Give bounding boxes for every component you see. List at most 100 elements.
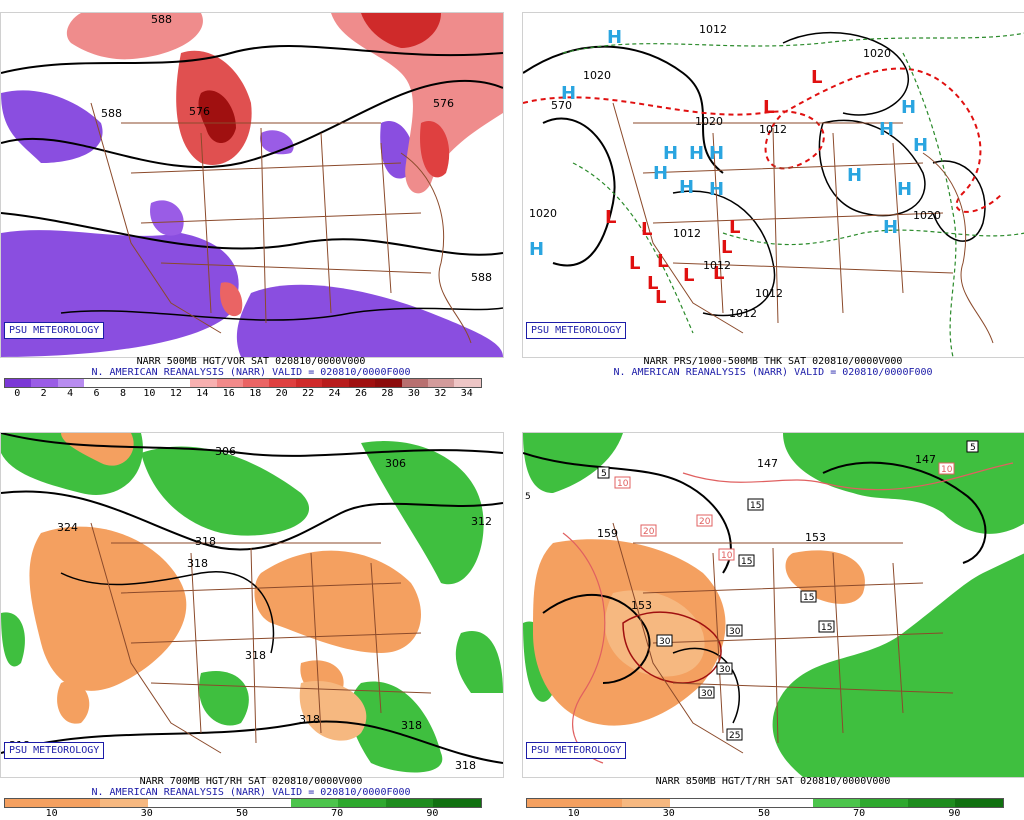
- contour-label: 1012: [703, 259, 731, 272]
- high-pressure-marker: H: [561, 83, 576, 104]
- colorbar-tick-label: 14: [196, 388, 209, 399]
- contour-label: 324: [57, 521, 78, 534]
- panel-700mb-humidity: 306 306 324 312 318 318 318 318 318 318 …: [0, 420, 504, 819]
- colorbar-tick-label: 8: [119, 388, 127, 399]
- svg-text:15: 15: [741, 557, 752, 567]
- high-pressure-marker: H: [901, 97, 916, 118]
- caption-line1: NARR 700MB HGT/RH SAT 020810/0000V000: [139, 776, 363, 787]
- caption-line1: NARR PRS/1000-500MB THK SAT 020810/0000V…: [643, 356, 903, 367]
- low-pressure-marker: L: [657, 251, 668, 272]
- contour-label: 318: [455, 759, 476, 772]
- colorbar-tick-label: 30: [407, 388, 420, 399]
- colorbar-tick-label: 10: [567, 808, 580, 819]
- svg-text:5: 5: [525, 492, 531, 502]
- colorbar-swatch: [163, 379, 191, 387]
- contour-label: 588: [151, 13, 172, 26]
- svg-text:5: 5: [970, 443, 976, 453]
- colorbar-swatch: [52, 799, 101, 807]
- colorbar-labels: 0 2 4 6 8 10 12 14 16 18 20 22 24 26 28 30 32 34: [4, 388, 480, 400]
- contour-label: 312: [471, 515, 492, 528]
- colorbar-swatch: [669, 799, 718, 807]
- high-pressure-marker: H: [709, 179, 724, 200]
- contour-label: 1020: [695, 115, 723, 128]
- colorbar-swatch: [147, 799, 196, 807]
- colorbar-swatch: [428, 379, 455, 387]
- colorbar-tick-label: 50: [757, 808, 771, 819]
- contour-label: 147: [915, 453, 936, 466]
- credit-label: PSU METEOROLOGY: [4, 322, 105, 339]
- colorbar: [4, 378, 482, 388]
- low-pressure-marker: L: [811, 67, 822, 88]
- colorbar-swatch: [338, 799, 386, 807]
- contour-label: 306: [215, 445, 236, 458]
- panel-surface-pressure: H H H H H H H H H H H H H H H L L L L L …: [522, 0, 1024, 389]
- caption-line1: NARR 500MB HGT/VOR SAT 020810/0000V000: [136, 356, 366, 367]
- colorbar-swatch: [375, 379, 402, 387]
- svg-text:15: 15: [750, 501, 761, 511]
- high-pressure-marker: H: [653, 163, 668, 184]
- high-pressure-marker: H: [913, 135, 928, 156]
- colorbar-swatch: [812, 799, 861, 807]
- colorbar-swatch: [401, 379, 428, 387]
- colorbar-tick-label: 6: [93, 388, 100, 399]
- credit-label: PSU METEOROLOGY: [526, 322, 627, 339]
- high-pressure-marker: H: [879, 119, 894, 140]
- colorbar-swatch: [269, 379, 296, 387]
- low-pressure-marker: L: [647, 273, 658, 294]
- high-pressure-marker: H: [897, 179, 912, 200]
- colorbar-swatch: [100, 799, 148, 807]
- colorbar-labels: 10 30 50 70 90: [4, 808, 480, 820]
- high-pressure-marker: H: [847, 165, 862, 186]
- contour-label: 318: [187, 557, 208, 570]
- svg-text:15: 15: [803, 593, 814, 603]
- contour-label: 588: [471, 271, 492, 284]
- colorbar-swatch: [764, 799, 813, 807]
- colorbar-tick-label: 34: [460, 388, 473, 399]
- contour-label: 318: [245, 649, 266, 662]
- map-500mb: 588 576 588 576 588: [0, 12, 504, 358]
- colorbar-tick-label: 30: [140, 808, 153, 819]
- contour-label: 306: [385, 457, 406, 470]
- colorbar-swatch: [907, 799, 956, 807]
- low-pressure-marker: L: [655, 287, 666, 308]
- colorbar-tick-label: 90: [948, 808, 961, 819]
- colorbar-labels: 10 30 50 70 90: [526, 808, 1002, 820]
- colorbar-tick-label: 0: [14, 388, 21, 399]
- svg-text:20: 20: [699, 517, 711, 527]
- colorbar-swatch: [84, 379, 111, 387]
- colorbar-swatch: [110, 379, 138, 387]
- map-850mb: 147 147 159 153 153 5 10 20 15 15 15 15 …: [522, 432, 1024, 778]
- high-pressure-marker: H: [679, 177, 694, 198]
- colorbar-swatch: [295, 379, 323, 387]
- contour-label: 318: [401, 719, 422, 732]
- colorbar-tick-label: 10: [143, 388, 156, 399]
- colorbar-swatch: [290, 799, 339, 807]
- colorbar: [526, 798, 1004, 808]
- contour-label: 1012: [699, 23, 727, 36]
- colorbar-swatch: [195, 799, 243, 807]
- low-pressure-marker: L: [713, 263, 724, 284]
- colorbar-swatch: [527, 799, 575, 807]
- contour-label: 147: [757, 457, 778, 470]
- high-pressure-marker: H: [607, 27, 622, 48]
- colorbar-swatch: [454, 379, 481, 387]
- contour-label: 1012: [729, 307, 757, 320]
- map-surface: H H H H H H H H H H H H H H H L L L L L …: [522, 12, 1024, 358]
- contour-label: 1012: [673, 227, 701, 240]
- colorbar-tick-label: 50: [235, 808, 249, 819]
- contour-label: 588: [101, 107, 122, 120]
- contour-label: 153: [631, 599, 652, 612]
- colorbar-swatch: [242, 379, 270, 387]
- colorbar-swatch: [31, 379, 58, 387]
- low-pressure-marker: L: [641, 219, 652, 240]
- contour-label: 159: [597, 527, 618, 540]
- colorbar-tick-label: 20: [275, 388, 288, 399]
- contour-label: 318: [299, 713, 320, 726]
- svg-text:5: 5: [601, 469, 607, 479]
- caption-line2: N. AMERICAN REANALYSIS (NARR) VALID = 02…: [613, 367, 933, 378]
- colorbar-swatch: [348, 379, 376, 387]
- colorbar-swatch: [574, 799, 623, 807]
- svg-text:20: 20: [643, 527, 655, 537]
- colorbar-swatch: [433, 799, 481, 807]
- contour-label: 576: [433, 97, 454, 110]
